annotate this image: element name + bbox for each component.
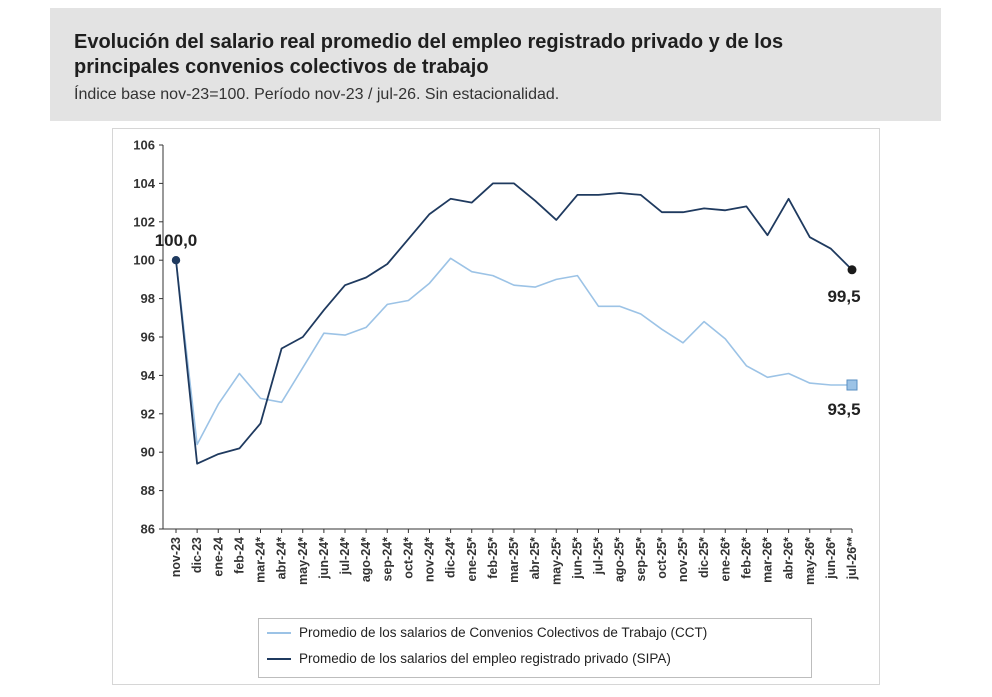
legend-label-cct: Promedio de los salarios de Convenios Co… — [299, 625, 708, 640]
series-line-sipa — [175, 182, 853, 465]
legend: Promedio de los salarios de Convenios Co… — [258, 618, 812, 678]
annotation-start-value: 100,0 — [155, 231, 198, 250]
x-tick-label: jun-25* — [570, 537, 584, 580]
y-tick-label: 94 — [141, 368, 156, 383]
y-tick-label: 102 — [133, 214, 155, 229]
end-point-marker-sipa — [847, 265, 857, 275]
x-tick-label: sep-24* — [380, 537, 394, 582]
x-tick-label: feb-25* — [486, 537, 500, 579]
series-line-cct — [175, 257, 852, 446]
start-point-marker — [171, 256, 181, 265]
y-tick-label: 104 — [133, 176, 155, 191]
x-tick-label: jul-25* — [592, 537, 606, 576]
y-tick-label: 90 — [141, 445, 155, 460]
chart-frame — [112, 128, 880, 685]
x-tick-label: oct-25* — [655, 537, 669, 579]
x-tick-label: nov-24* — [423, 537, 437, 582]
end-point-marker-cct — [846, 379, 858, 391]
x-tick-label: jun-24* — [317, 537, 331, 580]
x-tick-label: oct-24* — [401, 537, 415, 579]
x-tick-label: nov-23 — [169, 537, 183, 577]
y-tick-label: 96 — [141, 330, 155, 345]
legend-swatch-cct — [267, 632, 291, 635]
x-tick-label: ago-25* — [613, 537, 627, 582]
annotation-end-sipa: 99,5 — [827, 287, 860, 306]
x-tick-label: abr-25* — [528, 537, 542, 580]
x-tick-label: abr-24* — [275, 537, 289, 580]
y-tick-label: 98 — [141, 291, 155, 306]
x-tick-label: mar-24* — [254, 537, 268, 583]
x-tick-label: sep-25* — [634, 537, 648, 582]
x-tick-label: jun-26* — [824, 537, 838, 580]
chart-subtitle: Índice base nov-23=100. Período nov-23 /… — [74, 86, 560, 103]
y-tick-label: 88 — [141, 483, 155, 498]
y-tick-label: 100 — [133, 253, 155, 268]
x-tick-label: dic-24* — [444, 537, 458, 578]
x-tick-label: may-24* — [296, 537, 310, 585]
x-tick-label: ene-24 — [211, 537, 225, 577]
x-tick-label: dic-23 — [190, 537, 204, 573]
x-tick-label: feb-24 — [232, 537, 246, 574]
x-tick-label: jul-26** — [845, 537, 859, 581]
legend-swatch-sipa — [267, 658, 291, 661]
legend-label-sipa: Promedio de los salarios del empleo regi… — [299, 651, 671, 666]
x-tick-label: feb-26* — [739, 537, 753, 579]
legend-item-sipa: Promedio de los salarios del empleo regi… — [267, 651, 671, 671]
y-tick-label: 106 — [133, 138, 155, 153]
chart-title: Evolución del salario real promedio del … — [74, 31, 784, 78]
x-tick-label: dic-25* — [697, 537, 711, 578]
x-tick-label: mar-25* — [507, 537, 521, 583]
annotation-end-cct: 93,5 — [827, 400, 860, 419]
x-tick-label: ene-26* — [718, 537, 732, 582]
x-tick-label: jul-24* — [338, 537, 352, 576]
y-tick-label: 92 — [141, 406, 155, 421]
x-tick-label: ene-25* — [465, 537, 479, 582]
x-tick-label: nov-25* — [676, 537, 690, 582]
y-tick-label: 86 — [141, 522, 155, 537]
x-tick-label: may-25* — [549, 537, 563, 585]
x-tick-label: abr-26* — [782, 537, 796, 580]
x-tick-label: mar-26* — [761, 537, 775, 583]
x-tick-label: ago-24* — [359, 537, 373, 582]
chart-header: Evolución del salario real promedio del … — [50, 8, 941, 121]
legend-item-cct: Promedio de los salarios de Convenios Co… — [267, 625, 707, 645]
x-tick-label: may-26* — [803, 537, 817, 585]
